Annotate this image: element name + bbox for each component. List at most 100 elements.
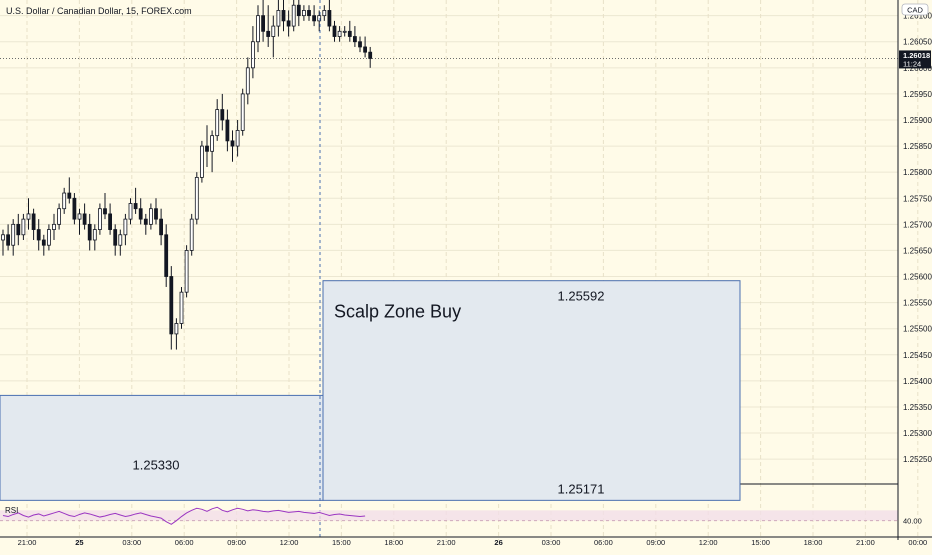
- price-tick-label: 1.25600: [903, 273, 932, 282]
- zones[interactable]: [0, 280, 741, 501]
- time-tick-label: 09:00: [646, 538, 665, 547]
- candle-body: [358, 41, 362, 48]
- candle-body: [123, 218, 128, 236]
- left-zone-value: 1.25330: [133, 457, 180, 472]
- candle-body: [1, 234, 5, 241]
- candle-body: [184, 250, 189, 293]
- time-tick-label: 21:00: [437, 538, 456, 547]
- candle-body: [41, 239, 46, 246]
- price-tick-label: 1.26050: [903, 38, 932, 47]
- candle-body: [148, 208, 153, 225]
- candle-body: [31, 213, 36, 230]
- candle-body: [26, 213, 31, 220]
- candle-body: [322, 10, 327, 17]
- candle-body: [301, 10, 306, 17]
- candle-body: [271, 25, 276, 37]
- candle-body: [210, 135, 215, 152]
- time-tick-label: 12:00: [280, 538, 299, 547]
- price-tick-label: 1.25750: [903, 194, 932, 203]
- candle-body: [307, 10, 311, 17]
- candle-body: [16, 223, 21, 236]
- candle-body: [225, 119, 230, 142]
- candle-body: [368, 51, 373, 59]
- chart-labels: Scalp Zone Buy 1.25592 1.25171 1.25330 U.S. …: [6, 6, 605, 496]
- last-price-value: 1.26018: [903, 51, 930, 60]
- time-axis[interactable]: 21:00 25 03:00 06:00 09:00 12:00 15:00 18:00 21:…: [0, 536, 932, 547]
- candle-body: [62, 192, 67, 210]
- price-tick-label: 1.26100: [903, 12, 932, 21]
- price-tick-label: 1.25350: [903, 403, 932, 412]
- candle-body: [98, 208, 102, 230]
- rsi-line: [2, 506, 366, 525]
- candle-body: [291, 4, 296, 27]
- candle-body: [337, 30, 342, 37]
- candle-body: [21, 218, 26, 236]
- time-tick-label: 03:00: [542, 538, 561, 547]
- candle-body: [72, 197, 77, 220]
- candle-body: [256, 15, 260, 43]
- time-tick-label: 00:00: [908, 538, 927, 547]
- candle-body: [67, 192, 72, 199]
- candle-body: [77, 213, 82, 220]
- candle-body: [11, 223, 16, 246]
- price-tick-label: 1.25900: [903, 116, 932, 125]
- time-tick-label: 03:00: [122, 538, 141, 547]
- candle-body: [220, 109, 225, 121]
- price-tick-label: 1.25550: [903, 299, 932, 308]
- time-tick-label: 06:00: [594, 538, 613, 547]
- price-tick-label: 1.25650: [903, 246, 932, 255]
- candle-body: [296, 4, 301, 17]
- candle-body: [250, 41, 255, 69]
- candle-body: [347, 30, 352, 37]
- price-tick-label: 1.25950: [903, 90, 932, 99]
- time-tick-label: 12:00: [699, 538, 718, 547]
- candle-body: [266, 30, 271, 37]
- candle-series: [1, 0, 373, 350]
- candle-body: [36, 229, 41, 241]
- candle-body: [230, 140, 235, 147]
- candle-body: [235, 130, 240, 147]
- candle-body: [215, 109, 220, 137]
- candle-body: [133, 203, 138, 210]
- candle-body: [317, 15, 322, 22]
- time-tick-label: 18:00: [804, 538, 823, 547]
- candle-body: [194, 176, 199, 220]
- candle-body: [87, 223, 92, 241]
- rsi-label: RSI: [5, 506, 18, 515]
- scalp-zone-box: [322, 280, 741, 501]
- time-tick-label: 15:00: [751, 538, 770, 547]
- currency-badge: [901, 3, 929, 16]
- candle-body: [113, 229, 118, 246]
- last-price-badge: [899, 50, 931, 69]
- candle-body: [108, 213, 112, 230]
- chart-title: U.S. Dollar / Canadian Dollar, 15, FOREX…: [6, 6, 192, 16]
- price-tick-label: 1.25800: [903, 168, 932, 177]
- candle-body: [92, 229, 97, 241]
- candle-body: [189, 218, 194, 251]
- candle-body: [47, 229, 51, 246]
- time-tick-label: 06:00: [175, 538, 194, 547]
- candle-body: [352, 36, 357, 43]
- price-tick-label: 1.25700: [903, 220, 932, 229]
- candle-body: [6, 234, 10, 246]
- candle-body: [154, 208, 158, 220]
- time-tick-label: 21:00: [18, 538, 37, 547]
- candle-body: [312, 15, 317, 22]
- price-tick-label: 1.25500: [903, 325, 932, 334]
- time-tick-label: 18:00: [384, 538, 403, 547]
- candle-body: [327, 10, 332, 27]
- price-axis[interactable]: 1.261001.260501.260001.259501.259001.258…: [897, 0, 932, 540]
- candle-body: [52, 223, 56, 230]
- candle-body: [82, 213, 87, 225]
- candle-body: [118, 234, 123, 246]
- candle-body: [245, 67, 250, 95]
- candle-body: [199, 145, 204, 178]
- rsi-pane: RSI 40.00: [0, 506, 922, 526]
- candle-body: [342, 30, 347, 33]
- candle-body: [179, 291, 184, 324]
- countdown-timer: 11:24: [903, 59, 921, 68]
- price-tick-label: 1.25400: [903, 377, 932, 386]
- scalp-zone-bottom-value: 1.25171: [558, 481, 605, 496]
